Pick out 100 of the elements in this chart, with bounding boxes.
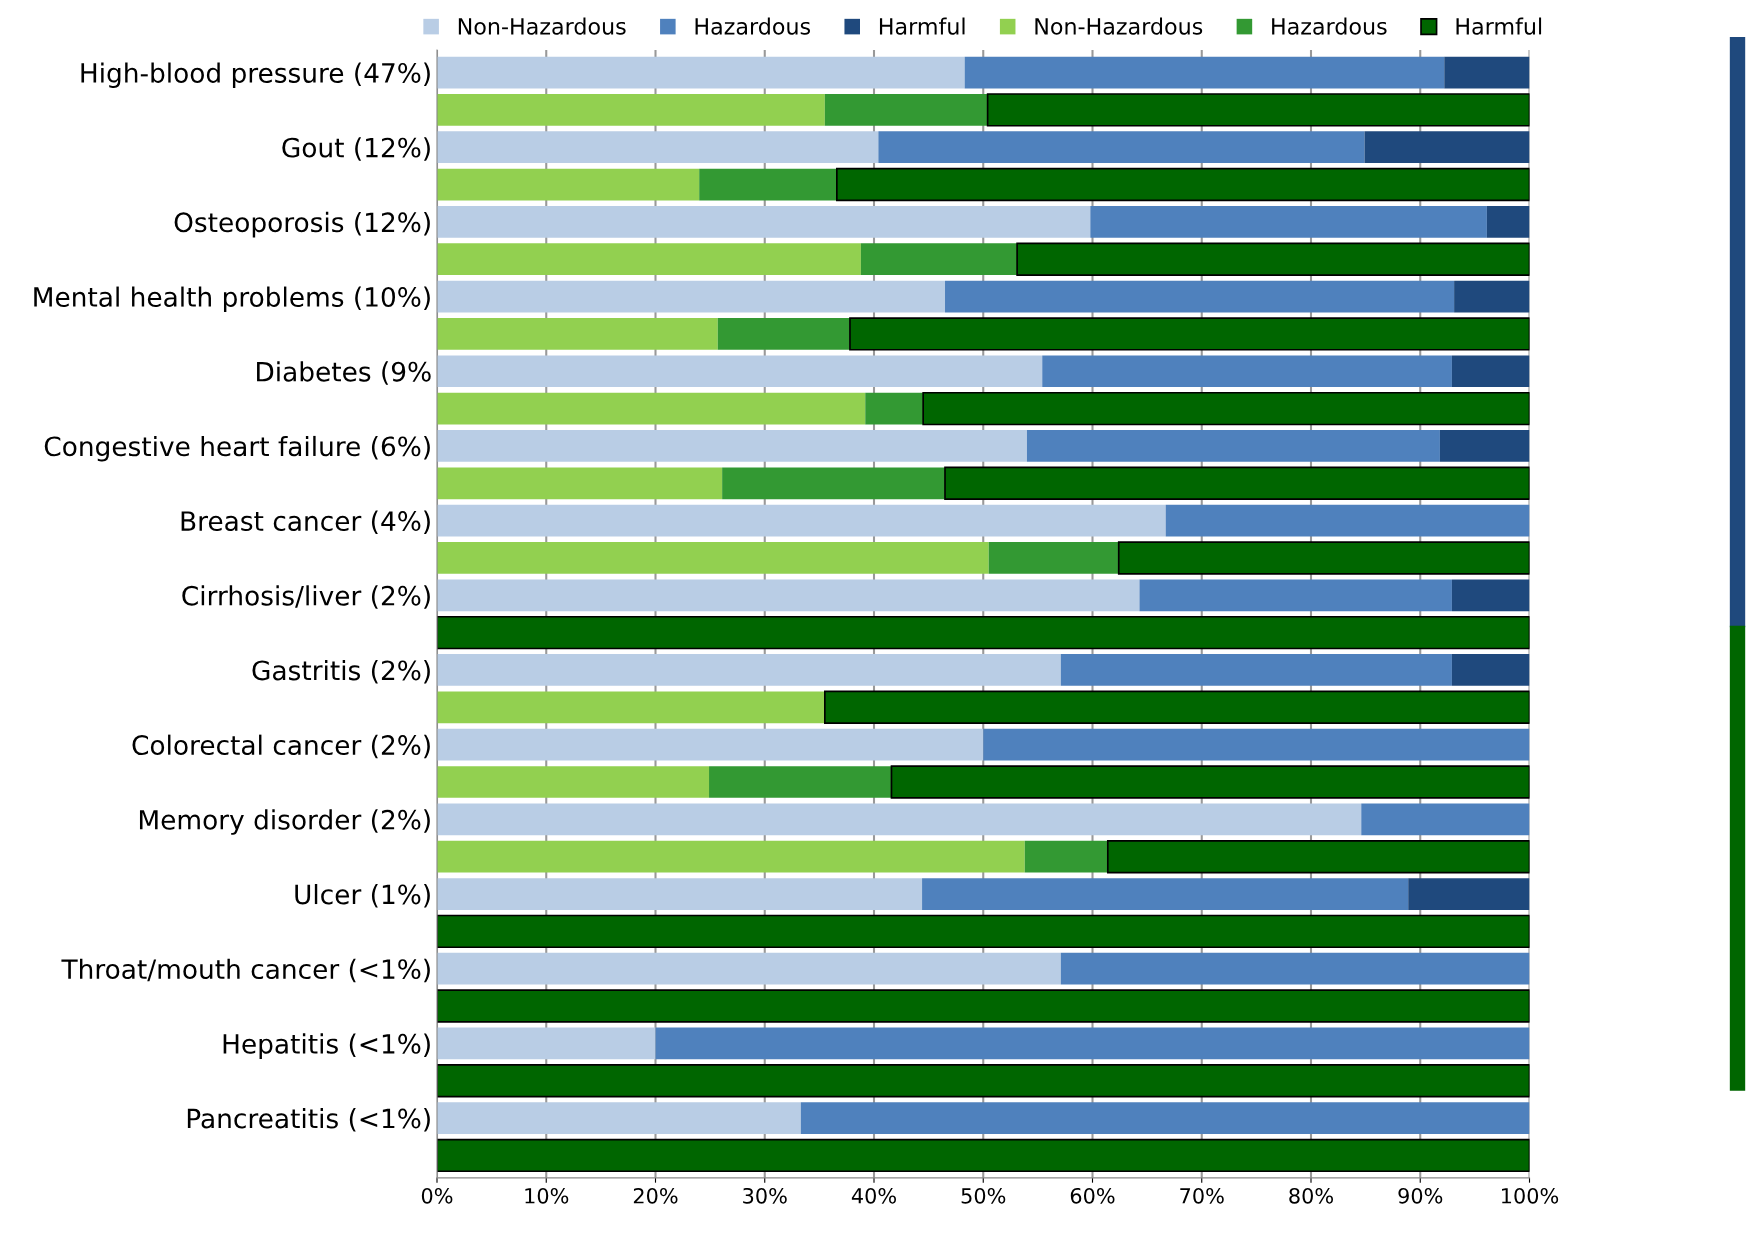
y-tick-label: Pancreatitis (<1%) (187, 1108, 430, 1132)
bar (437, 1027, 656, 1060)
x-tick-label: 60% (1070, 1187, 1115, 1204)
x-tick-label: 80% (1289, 1187, 1333, 1204)
bar (437, 392, 866, 425)
legend-label: Harmful (879, 17, 965, 35)
bar (437, 766, 710, 798)
x-tick-label: 0% (421, 1187, 453, 1204)
x-tick-label: 30% (743, 1187, 787, 1204)
y-tick-label: Breast cancer (4%) (181, 510, 430, 535)
bar (437, 579, 1140, 612)
bar (717, 318, 850, 350)
bar (1026, 430, 1440, 462)
y-tick-label: Mental health problems (10%) (34, 286, 430, 313)
y-tick-label: Cirrhosis/liver (2%) (182, 585, 430, 609)
bar (1451, 654, 1530, 686)
bar (437, 355, 1043, 388)
bar (437, 243, 861, 276)
bar (437, 1064, 1530, 1098)
y-tick-label: Osteoporosis (12%) (174, 211, 430, 238)
bar (437, 728, 984, 761)
x-tick-label: 70% (1180, 1187, 1224, 1204)
bar (1439, 430, 1530, 462)
bar (437, 542, 989, 574)
bar (1117, 541, 1530, 575)
bar (1060, 654, 1452, 686)
bar (1451, 355, 1530, 388)
legend-label: Harmful (1456, 17, 1542, 35)
x-tick-label: 100% (1502, 1187, 1559, 1204)
bar (437, 280, 946, 313)
bar (922, 391, 1530, 426)
bar (437, 989, 1530, 1023)
bar (865, 392, 924, 425)
y-tick-label: Ulcer (1%) (295, 884, 430, 908)
bar (437, 615, 1530, 650)
bar (437, 430, 1027, 462)
x-tick-label: 10% (525, 1187, 569, 1204)
x-tick-label: 50% (961, 1187, 1006, 1204)
bar (437, 318, 718, 350)
bar (437, 168, 700, 201)
bar (986, 93, 1530, 127)
bar (709, 766, 892, 798)
y-tick-label: Gastritis (2%) (252, 659, 430, 684)
bar (437, 691, 825, 724)
bar (964, 56, 1445, 89)
bar (437, 94, 825, 126)
y-tick-label: Diabetes (9% (257, 361, 431, 385)
bar (437, 56, 965, 89)
bar (655, 1027, 1530, 1060)
x-tick-label: 90% (1398, 1187, 1443, 1204)
bar (437, 467, 723, 500)
bar (824, 94, 988, 126)
bar (437, 878, 923, 910)
bar (890, 765, 1530, 799)
legend-label: Non-Hazardous (1035, 17, 1203, 35)
legend-label: Hazardous (1272, 17, 1387, 35)
bar (1016, 242, 1530, 276)
bar (1486, 206, 1530, 238)
bar (1139, 579, 1452, 612)
bar (437, 131, 879, 164)
y-tick-label: High-blood pressure (47%) (81, 62, 430, 89)
bar (945, 280, 1455, 313)
bar (1090, 206, 1487, 238)
bar (1408, 878, 1530, 910)
bar (437, 654, 1061, 686)
legend-label: Non-Hazardous (458, 17, 626, 35)
y-tick-label: Gout (12%) (282, 137, 430, 161)
bar (437, 840, 1025, 873)
y-tick-label: Throat/mouth cancer (<1%) (61, 958, 430, 983)
bar (1042, 355, 1452, 388)
bar (836, 167, 1530, 202)
x-tick-label: 20% (633, 1187, 678, 1204)
y-tick-label: Memory disorder (2%) (139, 809, 430, 835)
bar (1060, 952, 1530, 985)
bar (1454, 280, 1530, 313)
bar (437, 1102, 801, 1134)
bar (1361, 803, 1530, 836)
bar (437, 952, 1061, 985)
bar (722, 467, 946, 500)
bar (1451, 579, 1530, 612)
bar (1165, 504, 1530, 537)
bar (437, 504, 1166, 537)
bar (922, 878, 1409, 910)
bar (988, 542, 1119, 574)
bar (437, 206, 1091, 238)
y-tick-label: Hepatitis (<1%) (223, 1033, 430, 1059)
legend-label: Hazardous (695, 17, 811, 35)
bar (824, 690, 1530, 725)
bar (849, 317, 1530, 351)
bar (878, 131, 1365, 164)
bar (1444, 56, 1530, 89)
bar (437, 1138, 1530, 1173)
bar (983, 728, 1530, 761)
bar (1364, 131, 1530, 164)
bar (800, 1102, 1530, 1134)
y-tick-label: Colorectal cancer (2%) (132, 734, 430, 759)
bar (699, 168, 837, 201)
x-tick-label: 40% (851, 1187, 896, 1204)
bar (860, 243, 1018, 276)
bar (437, 803, 1362, 836)
